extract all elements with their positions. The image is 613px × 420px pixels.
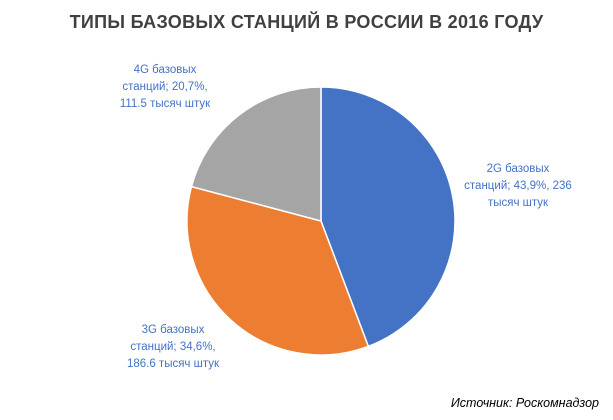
slice-label-2g-line2: станций; 43,9%, 236 xyxy=(464,180,572,192)
pie-slice-3g xyxy=(186,185,370,356)
pie-slice-2g xyxy=(320,86,456,348)
slice-label-3g-line3: 186.6 тысяч штук xyxy=(126,358,220,370)
slice-label-3g-line2: станций; 34,6%, xyxy=(130,341,216,353)
slice-label-4g: 4G базовых станций; 20,7%, 111.5 тысяч ш… xyxy=(96,62,234,113)
chart-title: ТИПЫ БАЗОВЫХ СТАНЦИЙ В РОССИИ В 2016 ГОД… xyxy=(69,12,544,32)
slice-label-3g-line1: 3G базовых xyxy=(141,324,205,336)
slice-label-3g: 3G базовых станций; 34,6%, 186.6 тысяч ш… xyxy=(104,322,242,373)
slice-label-4g-line3: 111.5 тысяч штук xyxy=(119,98,211,110)
slice-label-2g-line1: 2G базовых xyxy=(486,163,550,175)
pie-slice-4g xyxy=(190,86,322,222)
slice-label-2g-line3: тысяч штук xyxy=(487,197,549,209)
slice-label-2g: 2G базовых станций; 43,9%, 236 тысяч шту… xyxy=(458,161,578,212)
slice-label-4g-line2: станций; 20,7%, xyxy=(122,81,208,93)
source-note: Источник: Роскомнадзор xyxy=(450,396,599,410)
slice-label-4g-line1: 4G базовых xyxy=(133,64,197,76)
